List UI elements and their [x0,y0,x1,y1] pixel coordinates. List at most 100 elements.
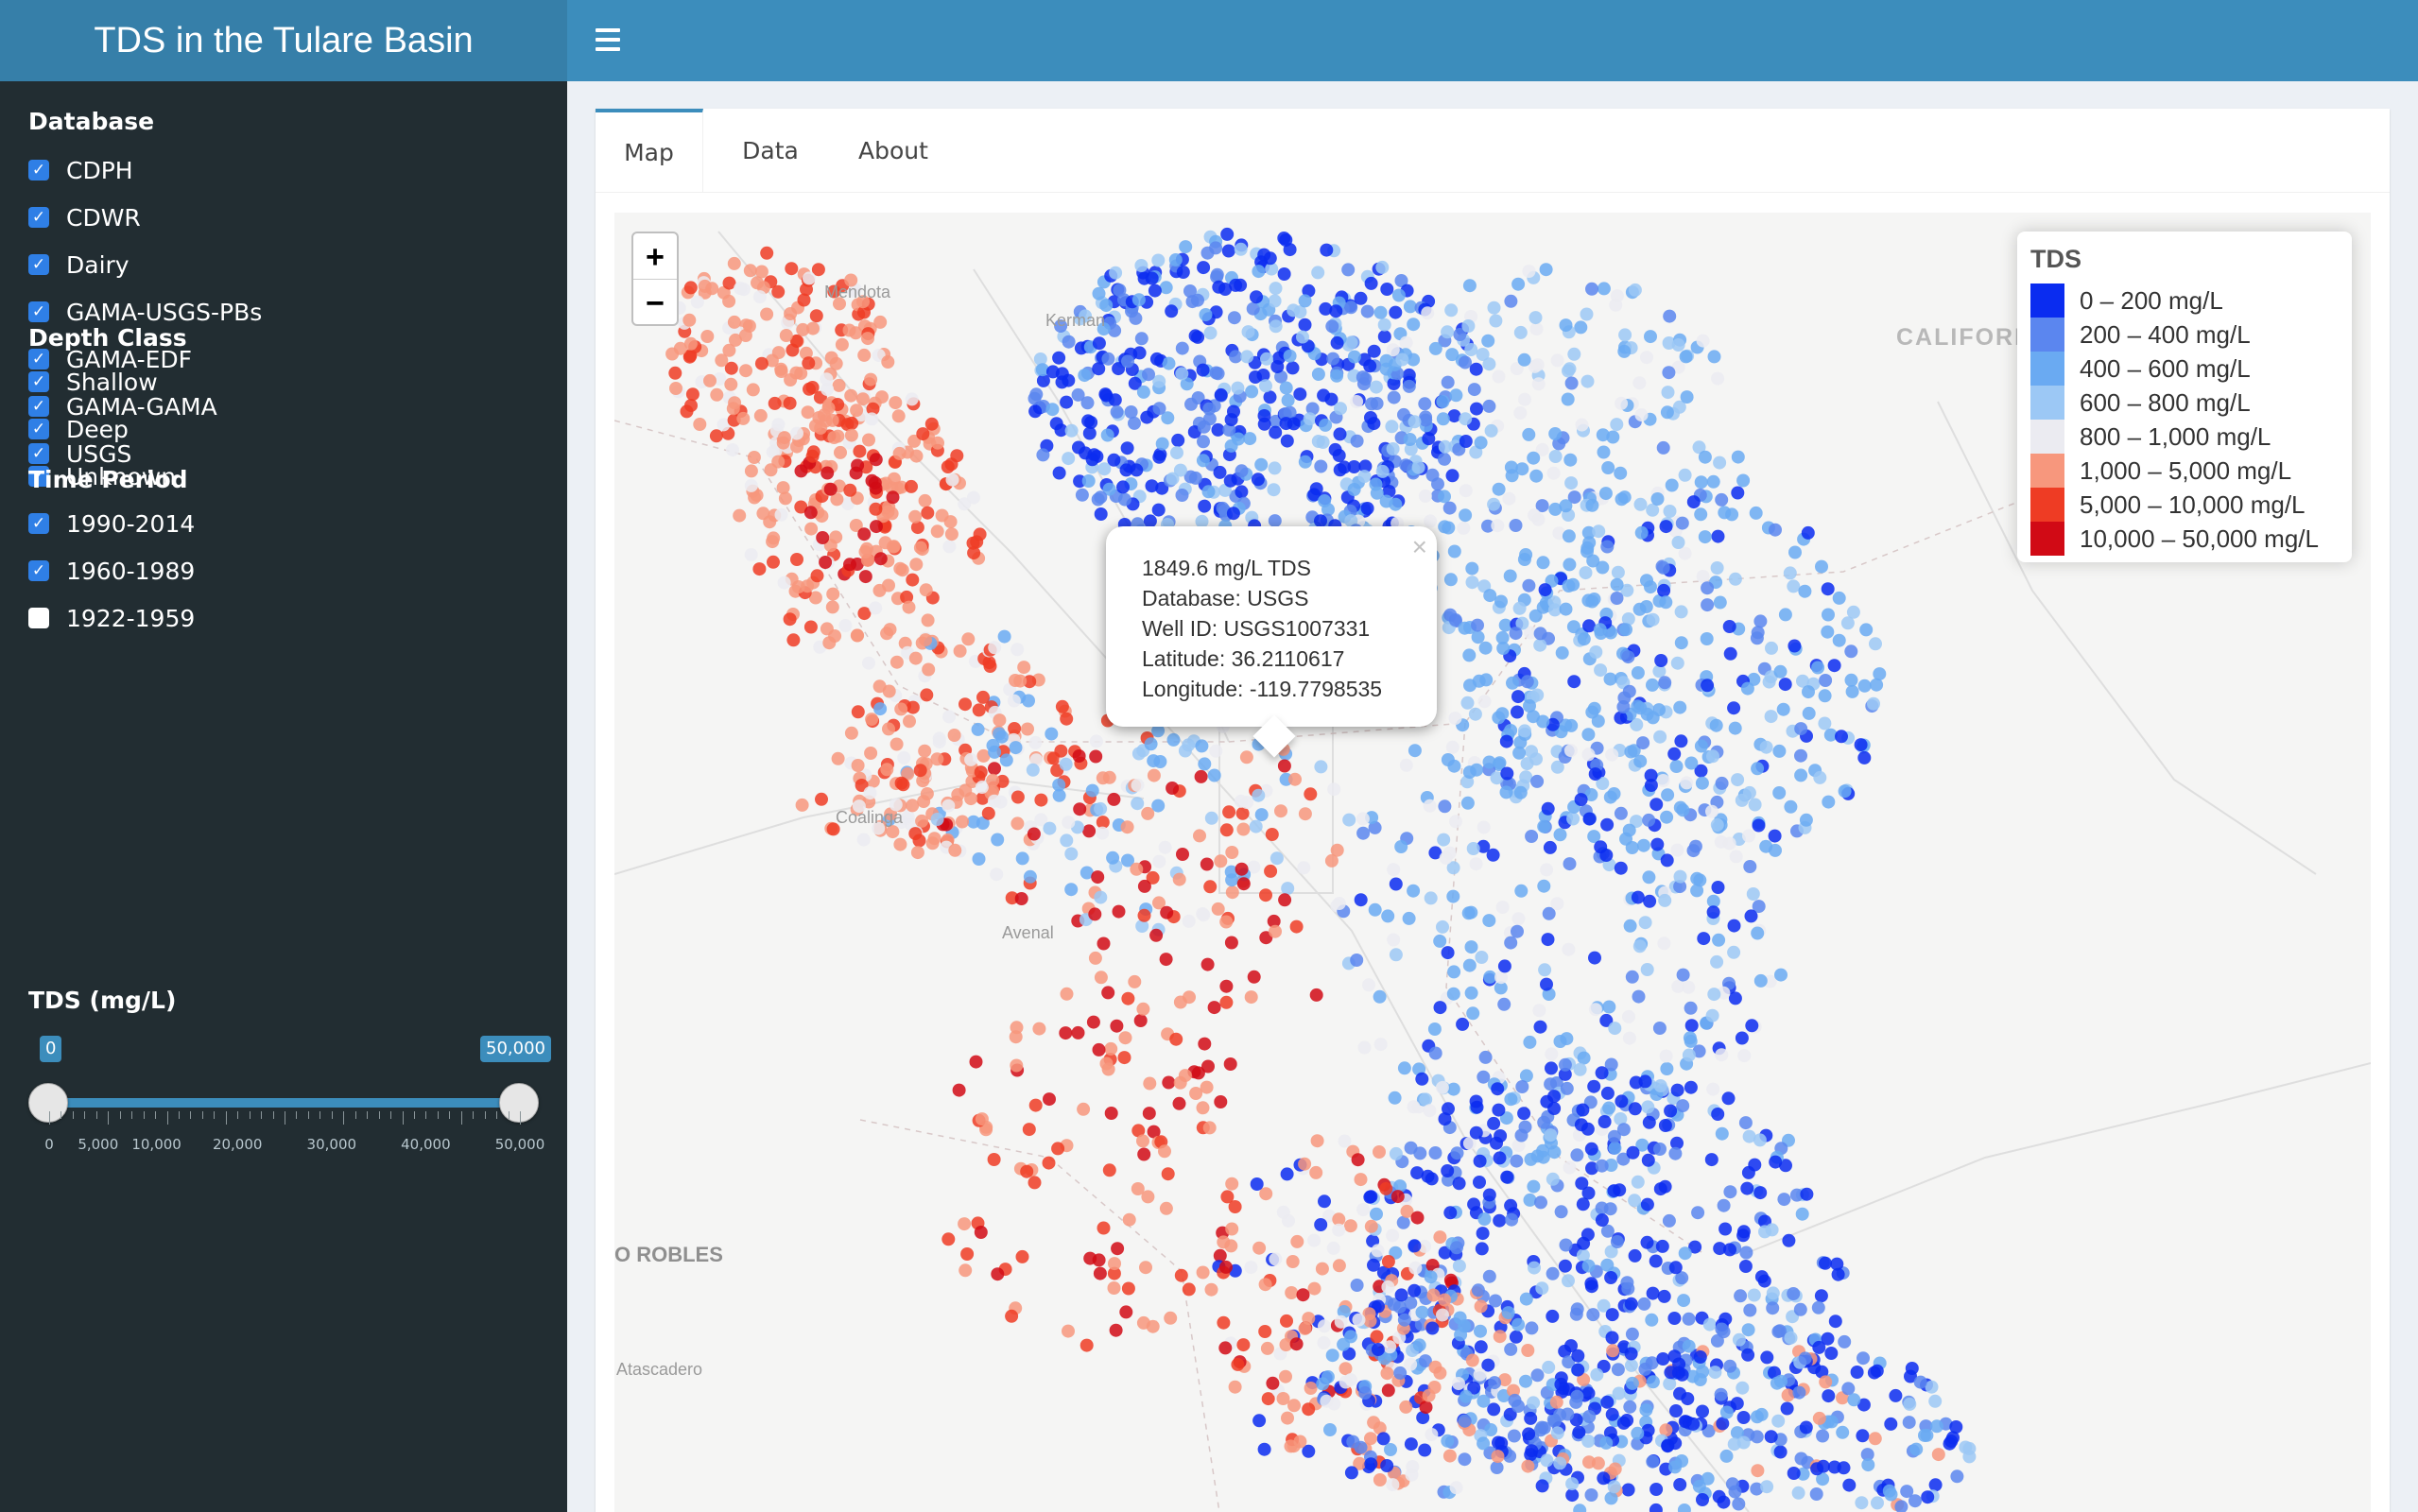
well-point[interactable] [1628,1248,1642,1263]
well-point[interactable] [1023,675,1037,689]
well-point[interactable] [1407,318,1421,332]
well-point[interactable] [1673,880,1687,894]
well-point[interactable] [683,281,698,295]
well-point[interactable] [1484,423,1498,438]
well-point[interactable] [1220,1190,1235,1204]
well-point[interactable] [1466,842,1480,855]
well-point[interactable] [1042,1156,1056,1170]
well-point[interactable] [742,319,756,333]
well-point[interactable] [1736,1411,1751,1424]
well-point[interactable] [1508,1393,1522,1407]
tab-about[interactable]: About [832,109,955,192]
well-point[interactable] [789,366,803,380]
well-point[interactable] [897,750,911,765]
well-point[interactable] [1224,1239,1238,1253]
well-point[interactable] [894,702,908,716]
well-point[interactable] [1152,374,1166,388]
well-point[interactable] [1822,795,1836,809]
well-point[interactable] [1256,369,1270,382]
well-point[interactable] [1727,701,1741,715]
well-point[interactable] [1476,348,1490,361]
well-point[interactable] [1594,840,1608,854]
well-point[interactable] [1867,696,1880,711]
well-point[interactable] [1257,248,1271,262]
well-point[interactable] [1197,908,1211,922]
well-point[interactable] [1824,1347,1839,1360]
well-point[interactable] [1818,689,1832,703]
well-point[interactable] [1517,352,1531,367]
well-point[interactable] [1589,645,1603,659]
well-point[interactable] [1477,1394,1491,1408]
well-point[interactable] [1214,854,1228,868]
well-point[interactable] [1498,1373,1511,1387]
well-point[interactable] [754,265,769,279]
well-point[interactable] [1646,1286,1660,1300]
well-point[interactable] [756,507,770,521]
well-point[interactable] [1134,259,1149,272]
well-point[interactable] [815,792,828,806]
well-point[interactable] [1225,885,1239,900]
well-point[interactable] [1032,1022,1046,1036]
well-point[interactable] [988,745,1002,759]
well-point[interactable] [1770,1376,1784,1390]
well-point[interactable] [1350,954,1364,967]
well-point[interactable] [1211,422,1225,437]
well-point[interactable] [1587,830,1601,844]
well-point[interactable] [1310,1134,1324,1148]
well-point[interactable] [1694,764,1708,778]
well-point[interactable] [1606,430,1620,444]
well-point[interactable] [1772,1324,1787,1338]
well-point[interactable] [1371,1343,1385,1356]
well-point[interactable] [960,1247,975,1261]
well-point[interactable] [1225,846,1239,859]
well-point[interactable] [1800,1187,1814,1201]
well-point[interactable] [1913,1375,1927,1389]
well-point[interactable] [1459,412,1473,426]
well-point[interactable] [1653,1143,1667,1156]
well-point[interactable] [1621,1281,1635,1296]
well-point[interactable] [1052,351,1066,365]
well-point[interactable] [1360,304,1374,318]
well-point[interactable] [1765,641,1778,655]
well-point[interactable] [1681,1392,1695,1406]
well-point[interactable] [1323,1423,1337,1436]
well-point[interactable] [851,705,865,719]
well-point[interactable] [1162,1075,1176,1090]
well-point[interactable] [1640,1197,1654,1211]
well-point[interactable] [1682,1312,1696,1326]
well-point[interactable] [1389,497,1403,511]
well-point[interactable] [1320,243,1334,257]
well-point[interactable] [1182,1282,1196,1297]
well-point[interactable] [1625,970,1639,984]
well-point[interactable] [1060,712,1074,726]
well-point[interactable] [1438,452,1451,466]
well-point[interactable] [889,798,903,812]
well-point[interactable] [1610,592,1624,605]
well-point[interactable] [754,356,769,370]
well-point[interactable] [1204,811,1218,825]
well-point[interactable] [1715,1126,1729,1141]
well-point[interactable] [1060,395,1074,409]
well-point[interactable] [1457,521,1471,535]
well-point[interactable] [1675,1271,1689,1285]
well-point[interactable] [766,535,780,549]
depth-checkbox-shallow[interactable]: Shallow [28,363,158,401]
well-point[interactable] [1302,1444,1316,1458]
well-point[interactable] [722,294,736,308]
well-point[interactable] [1751,926,1765,940]
well-point[interactable] [1062,335,1076,349]
well-point[interactable] [873,552,888,566]
well-point[interactable] [930,524,944,539]
well-point[interactable] [988,762,1001,776]
well-point[interactable] [1377,1351,1391,1366]
well-point[interactable] [1330,843,1344,857]
well-point[interactable] [1567,347,1581,361]
well-point[interactable] [1529,609,1543,623]
well-point[interactable] [1491,519,1505,533]
well-point[interactable] [1325,319,1339,334]
well-point[interactable] [908,651,923,665]
well-point[interactable] [1071,1025,1085,1040]
well-point[interactable] [1812,1340,1826,1354]
well-point[interactable] [1387,390,1401,404]
well-point[interactable] [1658,676,1672,690]
